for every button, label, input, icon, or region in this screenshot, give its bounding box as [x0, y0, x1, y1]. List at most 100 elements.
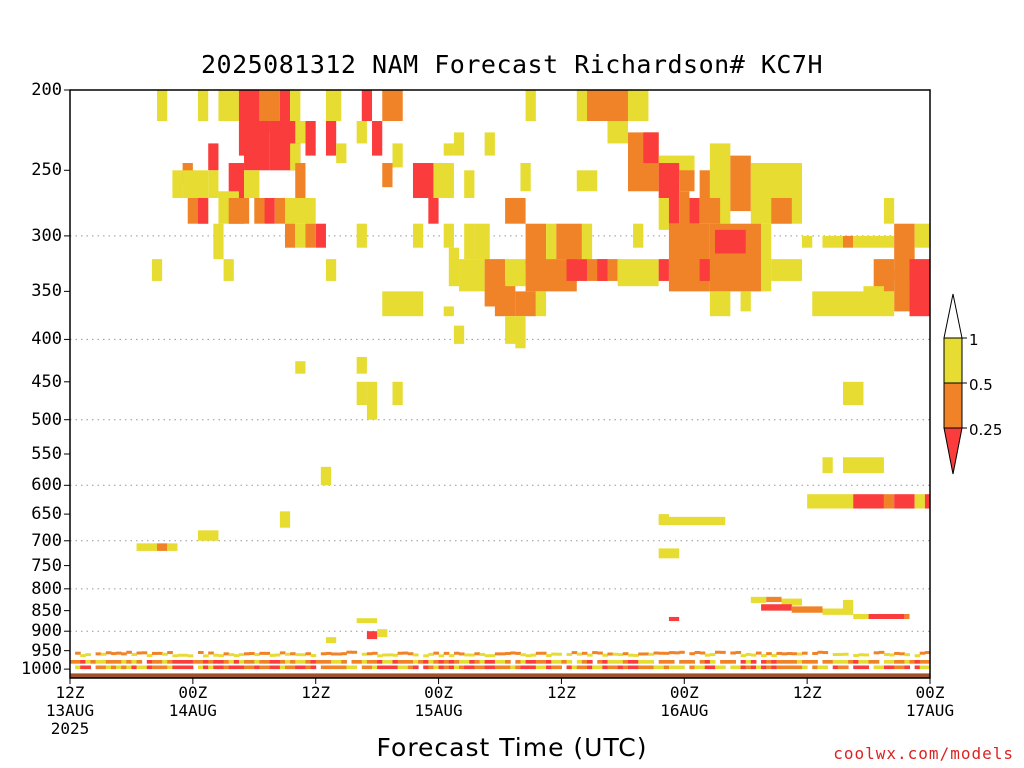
pbl-cell — [469, 660, 475, 664]
pbl-cell — [832, 665, 839, 670]
pbl-cell — [540, 651, 547, 655]
pbl-cell — [80, 665, 86, 670]
pbl-cell — [438, 665, 445, 670]
pbl-cell — [105, 660, 112, 664]
y-tick-label-750: 750 — [31, 555, 62, 576]
pbl-cell — [412, 665, 419, 670]
pbl-cell — [331, 660, 337, 664]
ri-cell-115 — [535, 291, 547, 317]
pbl-cell — [704, 660, 711, 664]
ri-cell-42 — [382, 163, 393, 188]
pbl-cell — [290, 652, 296, 656]
pbl-cell — [254, 665, 260, 670]
ri-cell-151 — [822, 608, 854, 615]
pbl-cell — [479, 652, 486, 656]
ri-cell-160 — [668, 616, 680, 622]
pbl-cell — [894, 660, 900, 664]
pbl-cell — [663, 651, 670, 655]
pbl-cell — [382, 665, 388, 670]
pbl-cell — [914, 660, 921, 664]
pbl-cell — [755, 665, 762, 670]
y-tick-label-300: 300 — [31, 225, 62, 246]
pbl-cell — [254, 660, 260, 664]
pbl-cell — [331, 665, 337, 670]
ri-cell-66 — [771, 197, 792, 224]
pbl-cell — [341, 652, 347, 656]
colorbar-label-0-5: 0.5 — [969, 376, 993, 394]
plot-frame — [69, 89, 931, 679]
ground-strip — [70, 673, 930, 678]
pbl-cell — [95, 660, 102, 664]
pbl-cell — [438, 660, 445, 664]
pbl-cell — [740, 665, 747, 670]
pbl-cell — [571, 651, 578, 655]
pbl-cell — [336, 652, 342, 656]
pbl-cell — [725, 660, 731, 664]
pbl-cell — [172, 660, 178, 664]
pbl-cell — [341, 660, 347, 664]
ri-cell-27 — [290, 143, 301, 171]
pbl-cell — [100, 660, 107, 664]
pbl-cell — [919, 651, 926, 655]
pbl-cell — [412, 660, 419, 664]
pbl-cell — [372, 665, 378, 670]
pbl-cell — [694, 650, 701, 654]
pbl-cell — [162, 665, 168, 670]
pbl-cell — [556, 660, 562, 664]
ri-cell-38 — [208, 170, 219, 198]
pbl-cell — [295, 665, 301, 670]
pbl-cell — [494, 652, 501, 656]
pbl-cell — [100, 652, 107, 656]
pbl-cell — [285, 660, 291, 664]
ri-cell-64 — [689, 197, 700, 224]
pbl-cell — [730, 651, 736, 655]
pbl-cell — [709, 665, 716, 670]
colorbar-orange — [943, 382, 963, 429]
y-tick-label-700: 700 — [31, 530, 62, 551]
ri-cell-12 — [587, 90, 628, 122]
pbl-cell — [489, 665, 496, 670]
pbl-cell — [812, 665, 818, 670]
pbl-cell — [546, 665, 552, 670]
pbl-cell — [141, 651, 148, 655]
ri-cell-146 — [750, 596, 767, 603]
pbl-cell — [750, 660, 757, 664]
pbl-cell — [269, 653, 276, 657]
pbl-cell — [643, 665, 649, 670]
ri-cell-77 — [474, 223, 490, 260]
pbl-cell — [679, 660, 685, 664]
ri-cell-89 — [842, 235, 854, 248]
ri-cell-45 — [464, 170, 475, 198]
pbl-cell — [612, 652, 619, 656]
pbl-cell — [197, 660, 204, 664]
pbl-cell — [459, 652, 465, 656]
pbl-cell — [878, 665, 885, 670]
pbl-cell — [151, 660, 158, 664]
ri-cell-68 — [213, 223, 224, 260]
ri-cell-135 — [894, 494, 915, 509]
pbl-cell — [535, 660, 542, 664]
pbl-cell — [377, 654, 383, 658]
ri-cell-140 — [658, 514, 669, 523]
pbl-cell — [571, 665, 578, 670]
pbl-cell — [786, 660, 793, 664]
pbl-cell — [172, 665, 178, 670]
pbl-cell — [131, 660, 138, 664]
y-tick-label-900: 900 — [31, 621, 62, 642]
ri-cell-156 — [356, 618, 378, 624]
pbl-cell — [407, 652, 414, 656]
y-tick-label-850: 850 — [31, 600, 62, 621]
pbl-cell — [622, 665, 629, 670]
pbl-cell — [694, 665, 701, 670]
pbl-cell — [853, 660, 859, 664]
pbl-cell — [269, 665, 276, 670]
pbl-cell — [755, 651, 762, 655]
pbl-cell — [776, 665, 783, 670]
pbl-cell — [167, 665, 173, 670]
x-axis-title: Forecast Time (UTC) — [376, 733, 648, 762]
pbl-cell — [218, 654, 225, 658]
ri-cell-104 — [597, 259, 608, 281]
pbl-cell — [448, 660, 455, 664]
ri-cell-109 — [873, 259, 895, 292]
ri-cell-94 — [223, 259, 234, 281]
